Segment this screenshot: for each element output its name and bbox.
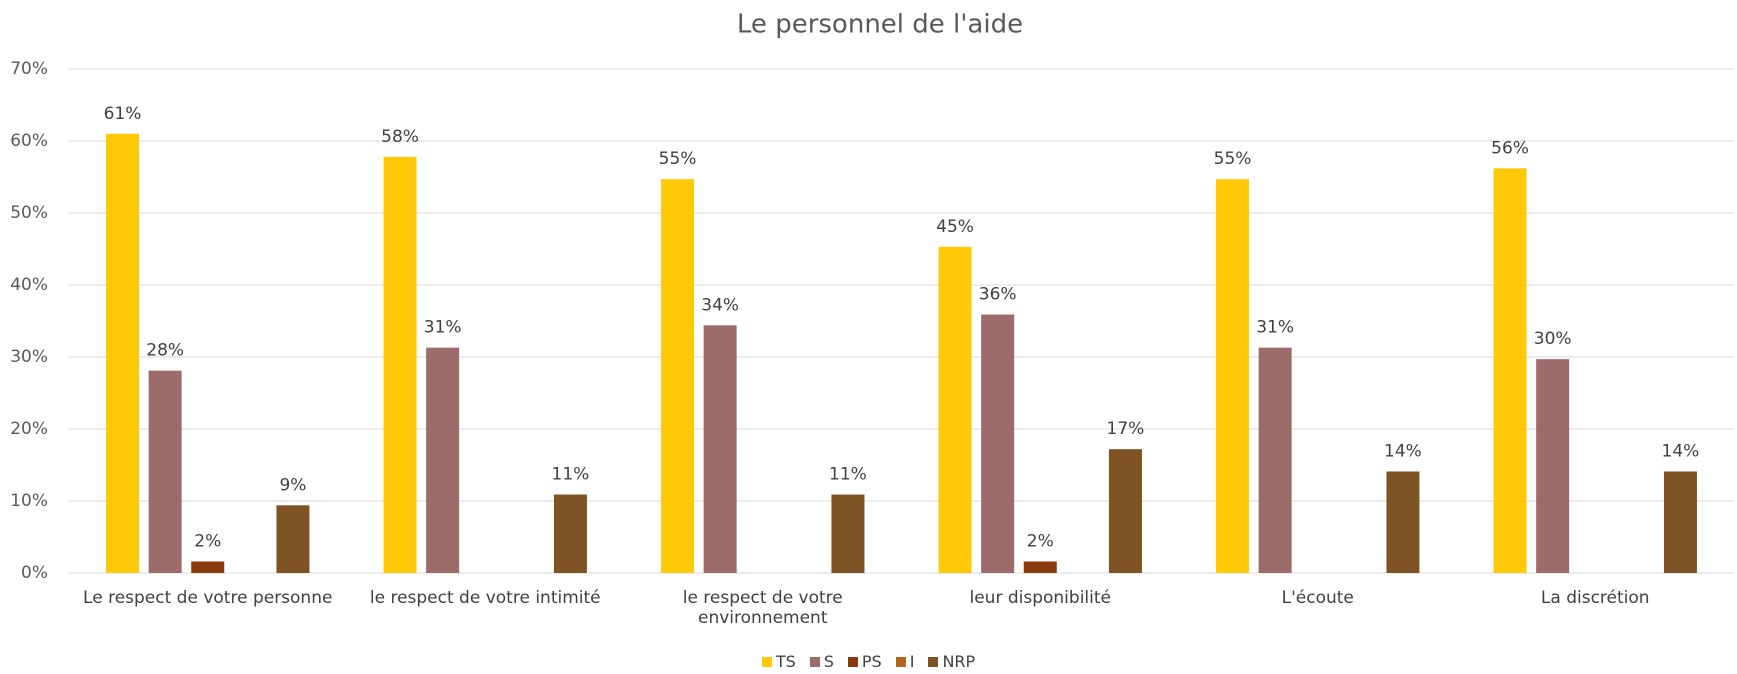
legend-item: S [809,652,834,671]
y-tick-label: 60% [10,131,48,151]
data-label: 14% [1662,441,1700,461]
x-tick-label: La discrétion [1540,588,1650,608]
data-label: 11% [829,465,867,485]
data-label: 28% [146,341,184,361]
bar [106,133,140,574]
legend-item: I [895,652,915,671]
data-label: 30% [1534,329,1572,349]
bar [1536,359,1570,573]
data-label: 31% [1256,318,1294,338]
data-label: 34% [701,295,739,315]
data-label: 14% [1384,441,1422,461]
data-label: 45% [936,217,974,237]
bar [981,314,1015,573]
legend: TS S PS I NRP [0,652,1737,671]
legend-swatch [761,657,772,667]
y-tick-label: 40% [10,275,48,295]
legend-label: NRP [942,652,976,671]
bar [831,494,865,573]
x-tick-label: le respect de votre intimité [369,588,601,608]
bar [426,347,460,573]
bar [938,246,972,573]
data-label: 55% [1214,149,1252,169]
legend-swatch [809,657,820,667]
y-tick-label: 30% [10,347,48,367]
data-label: 17% [1107,419,1145,439]
legend-swatch [847,657,858,667]
y-tick-label: 20% [10,419,48,439]
data-label: 2% [194,531,221,551]
data-label: 61% [104,104,142,124]
chart-title: Le personnel de l'aide [737,10,1023,40]
y-tick-label: 70% [10,59,48,79]
data-label: 36% [979,285,1017,305]
bar [1663,471,1697,573]
x-tick-label: leur disponibilité [969,588,1112,608]
y-tick-label: 10% [10,491,48,511]
bar [1216,179,1250,573]
bar [383,156,417,573]
legend-label: PS [861,652,882,671]
legend-swatch [895,657,906,667]
data-label: 11% [552,465,590,485]
bar [1108,449,1142,573]
legend-label: I [909,652,915,671]
y-tick-label: 0% [21,563,48,583]
bar [276,505,310,573]
bar [1023,561,1057,573]
y-tick-label: 50% [10,203,48,223]
bar [1493,168,1527,574]
x-tick-label: le respect de votre environnement [682,588,843,628]
x-tick-label: Le respect de votre personne [83,588,333,608]
bar [703,325,737,573]
legend-item: NRP [928,652,975,671]
legend-label: TS [775,652,796,671]
data-label: 58% [381,127,419,147]
legend-item: PS [847,652,882,671]
data-label: 56% [1491,138,1529,158]
bar [1258,347,1292,573]
data-label: 2% [1027,531,1054,551]
legend-item: TS [761,652,796,671]
bar [148,370,182,573]
legend-label: S [823,652,834,671]
data-label: 9% [279,475,306,495]
bar [661,179,695,573]
bar [553,494,587,573]
legend-swatch [928,657,939,667]
data-label: 31% [424,318,462,338]
bar [1386,471,1420,573]
data-label: 55% [659,149,697,169]
x-tick-label: L'écoute [1281,588,1354,608]
bar [191,561,225,573]
